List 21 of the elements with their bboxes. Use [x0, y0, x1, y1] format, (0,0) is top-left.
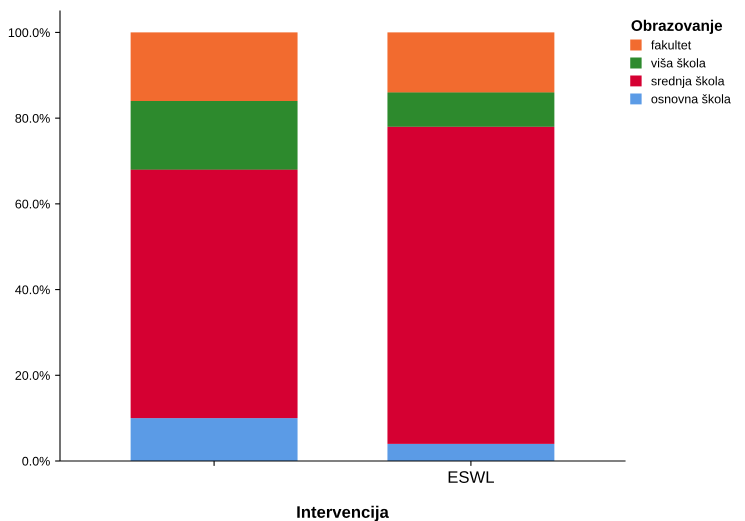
x-axis-title: Intervencija: [297, 506, 389, 521]
bar: [387, 444, 554, 461]
bar: [387, 32, 554, 92]
bar: [130, 418, 298, 461]
bar: [387, 92, 554, 127]
bar: [130, 101, 298, 170]
y-tick-label: 60.0%: [15, 200, 50, 209]
legend-label: osnovna škola: [651, 94, 731, 104]
x-tick-label: ESWL: [448, 471, 494, 483]
legend-label: viša škola: [650, 58, 706, 68]
legend-label: fakultet: [651, 40, 692, 50]
y-tick-label: 80.0%: [15, 114, 50, 123]
bar: [387, 126, 554, 444]
legend-title: Obrazovanje: [632, 20, 722, 34]
bar: [130, 32, 298, 101]
y-tick-label: 40.0%: [15, 285, 50, 294]
legend-label: srednja škola: [651, 76, 725, 88]
y-tick-label: 0.0%: [22, 456, 50, 466]
bar: [130, 170, 298, 418]
y-tick-label: 20.0%: [15, 371, 50, 380]
y-tick-label: 100.0%: [8, 28, 50, 38]
